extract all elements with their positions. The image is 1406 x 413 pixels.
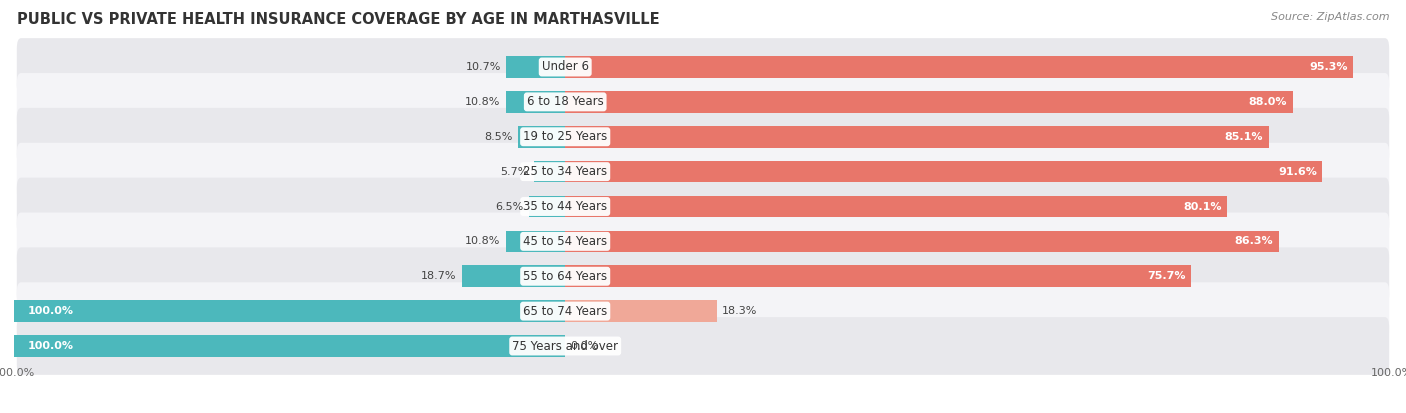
Bar: [506, 91, 565, 113]
Text: Source: ZipAtlas.com: Source: ZipAtlas.com: [1271, 12, 1389, 22]
Text: 95.3%: 95.3%: [1309, 62, 1347, 72]
Bar: [519, 126, 565, 147]
FancyBboxPatch shape: [17, 247, 1389, 305]
FancyBboxPatch shape: [17, 317, 1389, 375]
FancyBboxPatch shape: [17, 143, 1389, 200]
Text: 0.0%: 0.0%: [571, 341, 599, 351]
Text: Under 6: Under 6: [541, 60, 589, 74]
Bar: [565, 56, 1353, 78]
Text: 75 Years and over: 75 Years and over: [512, 339, 619, 353]
Bar: [14, 335, 565, 357]
FancyBboxPatch shape: [17, 213, 1389, 270]
FancyBboxPatch shape: [17, 73, 1389, 131]
Text: 80.1%: 80.1%: [1184, 202, 1222, 211]
Text: 65 to 74 Years: 65 to 74 Years: [523, 305, 607, 318]
Text: 10.8%: 10.8%: [465, 236, 501, 247]
Text: 86.3%: 86.3%: [1234, 236, 1274, 247]
Bar: [506, 56, 565, 78]
Text: 5.7%: 5.7%: [501, 166, 529, 177]
Bar: [565, 126, 1268, 147]
Bar: [506, 230, 565, 252]
Text: PUBLIC VS PRIVATE HEALTH INSURANCE COVERAGE BY AGE IN MARTHASVILLE: PUBLIC VS PRIVATE HEALTH INSURANCE COVER…: [17, 12, 659, 27]
Text: 6 to 18 Years: 6 to 18 Years: [527, 95, 603, 108]
Bar: [530, 196, 565, 217]
Text: 19 to 25 Years: 19 to 25 Years: [523, 130, 607, 143]
Text: 100.0%: 100.0%: [28, 306, 75, 316]
Text: 8.5%: 8.5%: [485, 132, 513, 142]
Bar: [565, 300, 717, 322]
Text: 75.7%: 75.7%: [1147, 271, 1185, 281]
FancyBboxPatch shape: [17, 38, 1389, 96]
FancyBboxPatch shape: [17, 178, 1389, 235]
Text: 18.7%: 18.7%: [422, 271, 457, 281]
Text: 100.0%: 100.0%: [28, 341, 75, 351]
Bar: [534, 161, 565, 183]
Text: 18.3%: 18.3%: [723, 306, 758, 316]
Text: 45 to 54 Years: 45 to 54 Years: [523, 235, 607, 248]
Text: 88.0%: 88.0%: [1249, 97, 1288, 107]
Bar: [565, 230, 1278, 252]
Text: 35 to 44 Years: 35 to 44 Years: [523, 200, 607, 213]
FancyBboxPatch shape: [17, 108, 1389, 166]
Bar: [565, 266, 1191, 287]
Bar: [565, 91, 1292, 113]
Bar: [463, 266, 565, 287]
Bar: [14, 300, 565, 322]
Text: 10.8%: 10.8%: [465, 97, 501, 107]
Text: 6.5%: 6.5%: [496, 202, 524, 211]
Bar: [565, 161, 1323, 183]
FancyBboxPatch shape: [17, 282, 1389, 340]
Text: 91.6%: 91.6%: [1278, 166, 1317, 177]
Text: 10.7%: 10.7%: [465, 62, 501, 72]
Text: 55 to 64 Years: 55 to 64 Years: [523, 270, 607, 283]
Bar: [565, 196, 1227, 217]
Text: 85.1%: 85.1%: [1225, 132, 1263, 142]
Text: 25 to 34 Years: 25 to 34 Years: [523, 165, 607, 178]
